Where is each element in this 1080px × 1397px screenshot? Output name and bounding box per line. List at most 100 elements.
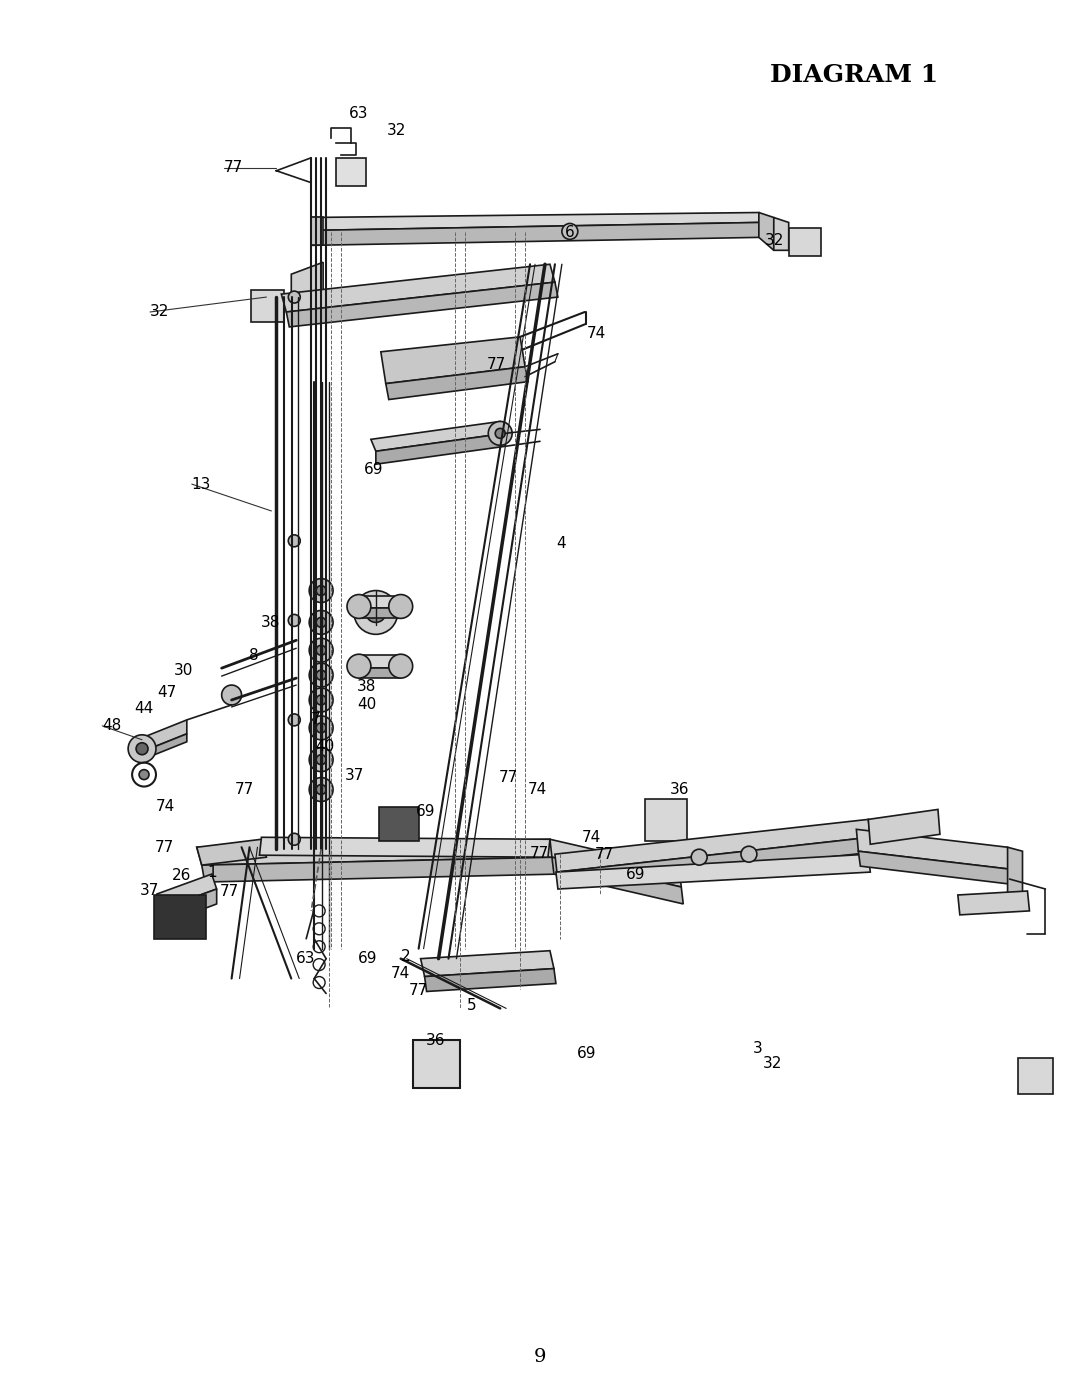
Polygon shape [370, 422, 505, 451]
Polygon shape [197, 840, 267, 865]
Circle shape [347, 654, 370, 678]
Polygon shape [1008, 847, 1023, 898]
Bar [413, 1041, 460, 1088]
Polygon shape [157, 875, 217, 909]
Polygon shape [259, 837, 550, 858]
Circle shape [496, 429, 505, 439]
Polygon shape [311, 222, 759, 246]
Polygon shape [143, 733, 187, 760]
Text: 47: 47 [157, 685, 176, 700]
Polygon shape [556, 854, 870, 888]
Polygon shape [311, 218, 323, 246]
Polygon shape [359, 668, 401, 678]
Text: 74: 74 [391, 967, 410, 981]
Text: 77: 77 [219, 883, 239, 898]
Polygon shape [386, 367, 528, 400]
Circle shape [389, 654, 413, 678]
Text: 4: 4 [556, 536, 566, 552]
Text: 36: 36 [670, 782, 689, 798]
Circle shape [691, 849, 707, 865]
Circle shape [316, 645, 326, 655]
Polygon shape [856, 830, 1010, 869]
Text: 32: 32 [150, 305, 170, 320]
Polygon shape [292, 263, 323, 302]
Circle shape [288, 535, 300, 546]
Circle shape [309, 610, 333, 634]
Circle shape [309, 715, 333, 740]
Text: 77: 77 [530, 845, 550, 861]
Polygon shape [868, 809, 940, 844]
Circle shape [129, 735, 156, 763]
Circle shape [288, 291, 300, 303]
Text: 77: 77 [234, 782, 254, 798]
Circle shape [309, 778, 333, 802]
Text: 13: 13 [192, 476, 212, 492]
Text: 6: 6 [565, 225, 575, 240]
Text: 26: 26 [172, 868, 191, 883]
Text: 74: 74 [528, 782, 548, 798]
Circle shape [316, 754, 326, 764]
Text: 2: 2 [401, 949, 410, 964]
Text: 69: 69 [364, 461, 383, 476]
Text: 77: 77 [156, 840, 174, 855]
Circle shape [562, 224, 578, 239]
Circle shape [316, 671, 326, 680]
Bar [336, 158, 366, 186]
Bar [646, 799, 687, 841]
Circle shape [309, 578, 333, 602]
Polygon shape [759, 212, 773, 250]
Circle shape [136, 743, 148, 754]
Polygon shape [376, 433, 505, 464]
Circle shape [288, 714, 300, 726]
Text: 48: 48 [103, 718, 122, 733]
Polygon shape [143, 719, 187, 752]
Text: 1: 1 [207, 865, 217, 880]
Text: 63: 63 [296, 951, 315, 967]
Text: 32: 32 [762, 1056, 782, 1070]
Circle shape [316, 722, 326, 733]
Text: 7: 7 [311, 712, 321, 728]
Text: 77: 77 [595, 847, 613, 862]
Text: 32: 32 [765, 233, 784, 247]
Text: 74: 74 [582, 830, 602, 845]
Circle shape [221, 685, 242, 705]
Text: 40: 40 [315, 739, 335, 754]
Bar [1017, 1058, 1053, 1094]
Text: 38: 38 [357, 679, 376, 693]
Polygon shape [557, 837, 873, 887]
Circle shape [316, 617, 326, 627]
Polygon shape [162, 888, 217, 923]
Polygon shape [424, 968, 556, 992]
Text: 74: 74 [586, 327, 606, 341]
Circle shape [488, 422, 512, 446]
Circle shape [288, 615, 300, 626]
Circle shape [741, 847, 757, 862]
Polygon shape [859, 851, 1010, 884]
Text: 36: 36 [426, 1032, 445, 1048]
Polygon shape [958, 891, 1029, 915]
Polygon shape [359, 655, 401, 668]
Polygon shape [550, 840, 681, 887]
Text: 44: 44 [134, 701, 153, 717]
Text: 9: 9 [534, 1348, 546, 1366]
Text: 38: 38 [260, 615, 280, 630]
Text: 69: 69 [357, 951, 377, 967]
Polygon shape [381, 337, 525, 384]
Text: 69: 69 [625, 866, 645, 882]
Bar [379, 807, 419, 841]
Polygon shape [552, 858, 684, 904]
Circle shape [366, 602, 386, 623]
Polygon shape [286, 282, 558, 327]
Polygon shape [311, 212, 759, 231]
Circle shape [309, 689, 333, 712]
Bar [154, 895, 205, 939]
Bar [788, 229, 821, 256]
Text: 5: 5 [467, 997, 476, 1013]
Polygon shape [202, 858, 558, 882]
Text: 77: 77 [224, 161, 243, 175]
Text: DIAGRAM 1: DIAGRAM 1 [770, 63, 937, 87]
Circle shape [354, 591, 397, 634]
Circle shape [288, 833, 300, 845]
Polygon shape [420, 951, 554, 977]
Polygon shape [359, 595, 401, 609]
